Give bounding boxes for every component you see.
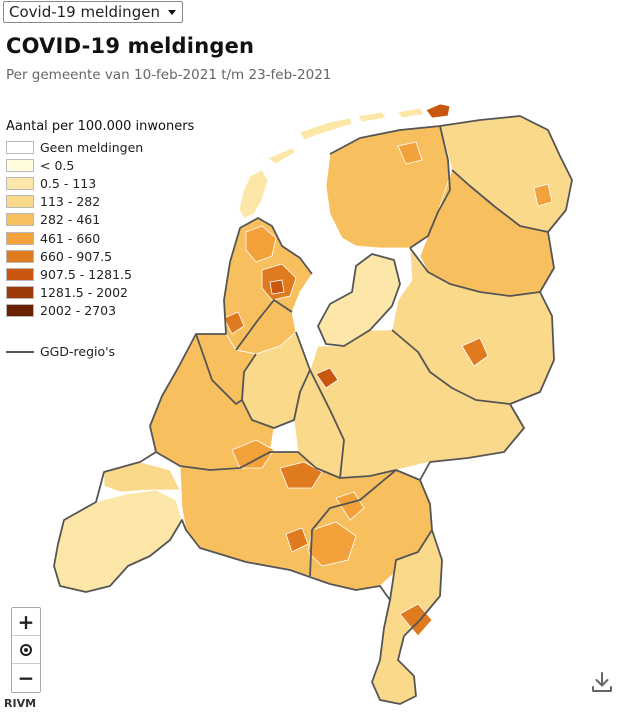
hotspot-rotterdam: [231, 439, 275, 469]
locate-button[interactable]: [12, 636, 40, 664]
ggd-boundary-ov-gld: [391, 329, 511, 405]
hotspot-eindhoven: [307, 521, 357, 567]
legend-title: Aantal per 100.000 inwoners: [6, 119, 195, 134]
legend-item: 1281.5 - 2002: [6, 284, 143, 302]
legend-item: 113 - 282: [6, 193, 143, 211]
island-texel: [238, 169, 269, 219]
legend-swatch: [6, 195, 34, 209]
legend-label: 461 - 660: [40, 230, 101, 246]
zoom-controls: + −: [11, 607, 41, 693]
hotspot-den-helder-area: [245, 225, 277, 263]
indicator-dropdown[interactable]: Covid-19 meldingen: [3, 1, 183, 23]
source-label: RIVM: [4, 697, 37, 710]
hotspot-bergen-op-zoom: [285, 527, 309, 553]
legend-swatch: [6, 249, 34, 263]
legend-label: Geen meldingen: [40, 139, 144, 155]
legend-label: 2002 - 2703: [40, 303, 117, 319]
ggd-boundary-zh-nb: [155, 451, 421, 481]
page-subtitle: Per gemeente van 10-feb-2021 t/m 23-feb-…: [6, 67, 332, 83]
ggd-boundary-ut: [241, 331, 311, 429]
chevron-down-icon: [168, 10, 176, 15]
legend-item: 2002 - 2703: [6, 302, 143, 320]
hotspot-winschoten: [533, 183, 553, 207]
hotspot-harderwijk: [315, 367, 339, 389]
legend-swatch: [6, 140, 34, 154]
legend-swatch: [6, 158, 34, 172]
legend-swatch: [6, 213, 34, 227]
zoom-in-icon: +: [17, 609, 35, 634]
ggd-boundary-north: [53, 115, 573, 705]
legend-item: 660 - 907.5: [6, 247, 143, 265]
legend-swatch: [6, 267, 34, 281]
legend-swatch: [6, 286, 34, 300]
island-terschelling: [299, 117, 353, 141]
zoom-in-button[interactable]: +: [12, 608, 40, 636]
island-ameland: [357, 111, 387, 123]
hotspot-amsterdam-west: [223, 311, 245, 335]
island-rottumeroog: [425, 103, 451, 119]
hotspot-purmerend: [269, 279, 285, 295]
legend-item: 461 - 660: [6, 229, 143, 247]
ggd-boundary-gr-dr: [451, 169, 549, 233]
ggd-boundary-gld-west: [309, 369, 345, 479]
zoom-out-icon: −: [17, 666, 35, 690]
legend-item: Geen meldingen: [6, 138, 143, 156]
island-schiermonnikoog: [397, 107, 425, 119]
ggd-legend-label: GGD-regio's: [40, 344, 116, 359]
hotspot-helmond: [335, 491, 365, 521]
hotspot-rijssen: [461, 337, 489, 367]
legend-swatch: [6, 176, 34, 190]
ggd-boundary-dr-ov: [409, 247, 541, 297]
hotspot-tilburg: [279, 461, 323, 489]
ggd-boundary-line-icon: [6, 350, 34, 353]
legend-label: < 0.5: [40, 157, 75, 173]
legend-item: 0.5 - 113: [6, 174, 143, 192]
ggd-boundary-nb-east: [309, 469, 397, 577]
zoom-out-button[interactable]: −: [12, 664, 40, 692]
indicator-dropdown-value: Covid-19 meldingen: [9, 3, 160, 21]
legend-item: 907.5 - 1281.5: [6, 265, 143, 283]
region-zeeland-north: [103, 461, 181, 493]
legend-swatch: [6, 231, 34, 245]
legend-label: 907.5 - 1281.5: [40, 266, 132, 282]
page-title: COVID-19 meldingen: [6, 34, 255, 58]
legend-swatch: [6, 304, 34, 318]
ggd-boundary-zh-inner: [195, 333, 243, 405]
locate-icon: [20, 643, 32, 656]
legend-label: 0.5 - 113: [40, 175, 97, 191]
legend-item: < 0.5: [6, 156, 143, 174]
legend: Geen meldingen < 0.5 0.5 - 113 113 - 282…: [6, 138, 143, 320]
ggd-boundary-flevoland: [317, 253, 401, 347]
ggd-boundary-nh-inner: [235, 299, 293, 351]
hotspot-groningen-center: [397, 141, 423, 165]
ggd-legend: GGD-regio's: [6, 344, 115, 359]
ggd-boundary-frl-gr: [409, 125, 451, 249]
download-icon[interactable]: [591, 670, 613, 694]
legend-label: 282 - 461: [40, 212, 101, 228]
legend-label: 660 - 907.5: [40, 248, 113, 264]
ggd-boundary-nb-lim: [389, 529, 433, 601]
island-vlieland: [267, 147, 297, 165]
legend-label: 1281.5 - 2002: [40, 285, 129, 301]
legend-item: 282 - 461: [6, 211, 143, 229]
legend-label: 113 - 282: [40, 194, 101, 210]
